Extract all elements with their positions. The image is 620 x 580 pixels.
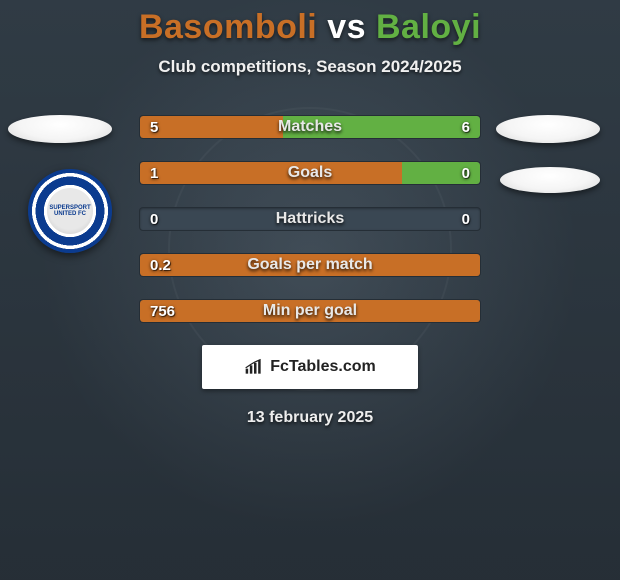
player2-avatar [496,115,600,143]
stat-row: 756Min per goal [139,299,481,323]
comparison-panel: SUPERSPORT UNITED FC 56Matches 10Goals 00H… [0,115,620,427]
player1-avatar [8,115,112,143]
date-label: 13 february 2025 [0,409,620,427]
stat-row: 0.2Goals per match [139,253,481,277]
stat-metric-label: Min per goal [140,300,480,322]
player2-name: Baloyi [376,8,481,46]
club-badge-text: SUPERSPORT UNITED FC [47,188,93,234]
stats-bars: 56Matches 10Goals 00Hattricks 0.2Goals per … [139,115,481,323]
player2-avatar-secondary [500,167,600,193]
stat-metric-label: Matches [140,116,480,138]
brand-box[interactable]: FcTables.com [202,345,418,389]
stat-metric-label: Hattricks [140,208,480,230]
subtitle: Club competitions, Season 2024/2025 [0,57,620,77]
stat-metric-label: Goals [140,162,480,184]
stat-row: 56Matches [139,115,481,139]
page-title: Basomboli vs Baloyi [0,0,620,47]
brand-text: FcTables.com [270,358,376,376]
player1-name: Basomboli [139,8,317,46]
bars-chart-icon [244,358,264,376]
vs-label: vs [327,8,366,46]
stat-metric-label: Goals per match [140,254,480,276]
stat-row: 10Goals [139,161,481,185]
stat-row: 00Hattricks [139,207,481,231]
player1-club-badge: SUPERSPORT UNITED FC [28,169,112,253]
